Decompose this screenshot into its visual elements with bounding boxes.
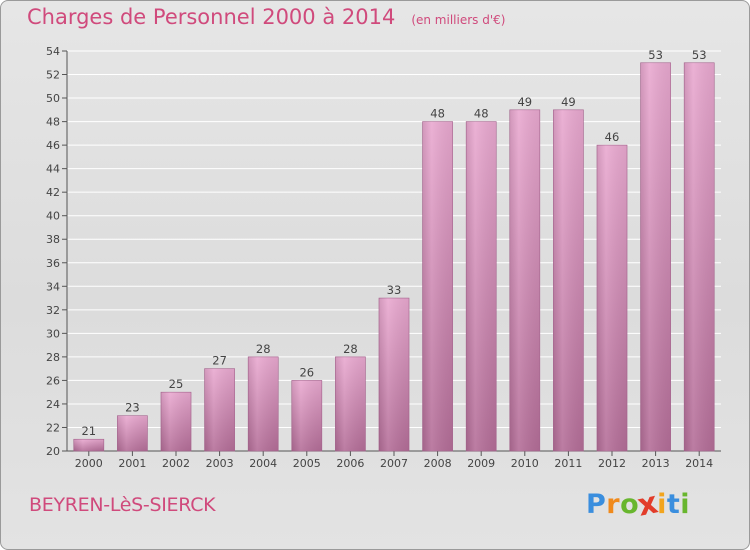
- logo-letter: P: [586, 489, 607, 520]
- chart-subtitle: (en milliers d'€): [411, 13, 506, 27]
- data-label-2012: 46: [605, 130, 620, 144]
- proxiti-logo[interactable]: Proxiti: [586, 485, 691, 523]
- bar-shade-2008: [422, 121, 453, 452]
- data-label-2008: 48: [430, 107, 445, 121]
- bar-shade-2004: [248, 356, 279, 451]
- y-tick-label: 44: [46, 163, 60, 176]
- x-tick-label-2005: 2005: [293, 457, 321, 470]
- logo-letter: t: [666, 489, 681, 520]
- bar-shade-2007: [378, 298, 410, 451]
- data-label-2013: 53: [648, 48, 663, 62]
- data-label-2000: 21: [81, 424, 96, 438]
- y-tick-label: 24: [46, 398, 60, 411]
- x-tick-label-2002: 2002: [162, 457, 190, 470]
- bar-shade-2011: [553, 109, 584, 451]
- bar-shade-2000: [73, 439, 104, 451]
- chart-title: Charges de Personnel 2000 à 2014 (en mill…: [27, 5, 505, 29]
- y-tick-label: 34: [46, 280, 60, 293]
- bar-shade-2001: [117, 415, 148, 451]
- data-label-2007: 33: [387, 283, 402, 297]
- logo-letter: i: [680, 489, 691, 520]
- data-label-2011: 49: [561, 95, 576, 109]
- data-label-2002: 25: [169, 377, 184, 391]
- y-tick-label: 22: [46, 421, 60, 434]
- x-tick-label-2010: 2010: [511, 457, 539, 470]
- y-tick-label: 38: [46, 233, 60, 246]
- data-label-2001: 23: [125, 401, 140, 415]
- logo-letter: o: [620, 489, 640, 520]
- y-tick-label: 42: [46, 186, 60, 199]
- bar-shade-2014: [684, 62, 715, 451]
- logo-letter: r: [606, 489, 621, 520]
- x-tick-label-2008: 2008: [424, 457, 452, 470]
- y-tick-label: 30: [46, 327, 60, 340]
- x-tick-label-2011: 2011: [554, 457, 582, 470]
- chart-title-text: Charges de Personnel 2000 à 2014: [27, 5, 396, 29]
- data-label-2009: 48: [474, 107, 489, 121]
- bar-shade-2002: [160, 392, 192, 451]
- x-tick-label-2004: 2004: [249, 457, 277, 470]
- y-tick-labels: 20 22 24 26 28 30 32 34 36 38 40 42 44 46 48 50 52 54: [46, 45, 60, 458]
- x-tick-label-2001: 2001: [118, 457, 146, 470]
- x-tick-label-2013: 2013: [642, 457, 670, 470]
- y-tick-label: 50: [46, 92, 60, 105]
- data-label-2004: 28: [256, 342, 271, 356]
- bars: [73, 62, 715, 452]
- y-tick-label: 46: [46, 139, 60, 152]
- y-tick-label: 26: [46, 374, 60, 387]
- y-tick-label: 32: [46, 304, 60, 317]
- bar-shade-2005: [291, 380, 322, 451]
- y-tick-label: 52: [46, 69, 60, 82]
- bar-shade-2012: [596, 145, 628, 451]
- data-label-2005: 26: [299, 365, 314, 379]
- x-tick-label-2007: 2007: [380, 457, 408, 470]
- data-label-2010: 49: [517, 95, 532, 109]
- y-tick-label: 36: [46, 257, 60, 270]
- bar-shade-2003: [204, 368, 235, 451]
- y-tick-label: 54: [46, 45, 60, 58]
- bar-shade-2013: [640, 62, 671, 451]
- data-label-2006: 28: [343, 342, 358, 356]
- bar-shade-2010: [509, 109, 540, 451]
- x-tick-label-2009: 2009: [467, 457, 495, 470]
- data-label-2003: 27: [212, 354, 227, 368]
- y-tick-label: 28: [46, 351, 60, 364]
- x-tick-label-2006: 2006: [336, 457, 364, 470]
- x-tick-label-2014: 2014: [685, 457, 713, 470]
- x-tick-labels: 2000 2001 2002 2003 2004 2005 2006 2007 2008 2009…: [75, 457, 713, 470]
- bar-shade-2009: [466, 121, 497, 452]
- commune-name: BEYREN-LèS-SIERCK: [29, 494, 216, 516]
- y-tick-label: 48: [46, 116, 60, 129]
- x-tick-label-2012: 2012: [598, 457, 626, 470]
- y-tick-label: 20: [46, 445, 60, 458]
- x-tick-label-2000: 2000: [75, 457, 103, 470]
- x-tick-label-2003: 2003: [206, 457, 234, 470]
- data-label-2014: 53: [692, 48, 707, 62]
- y-tick-label: 40: [46, 210, 60, 223]
- data-labels: 21 23 25 27 28 26 28 33 48 48 49 49 46 53 53: [81, 48, 706, 438]
- bar-shade-2006: [335, 356, 366, 451]
- logo-letter: i: [657, 489, 667, 520]
